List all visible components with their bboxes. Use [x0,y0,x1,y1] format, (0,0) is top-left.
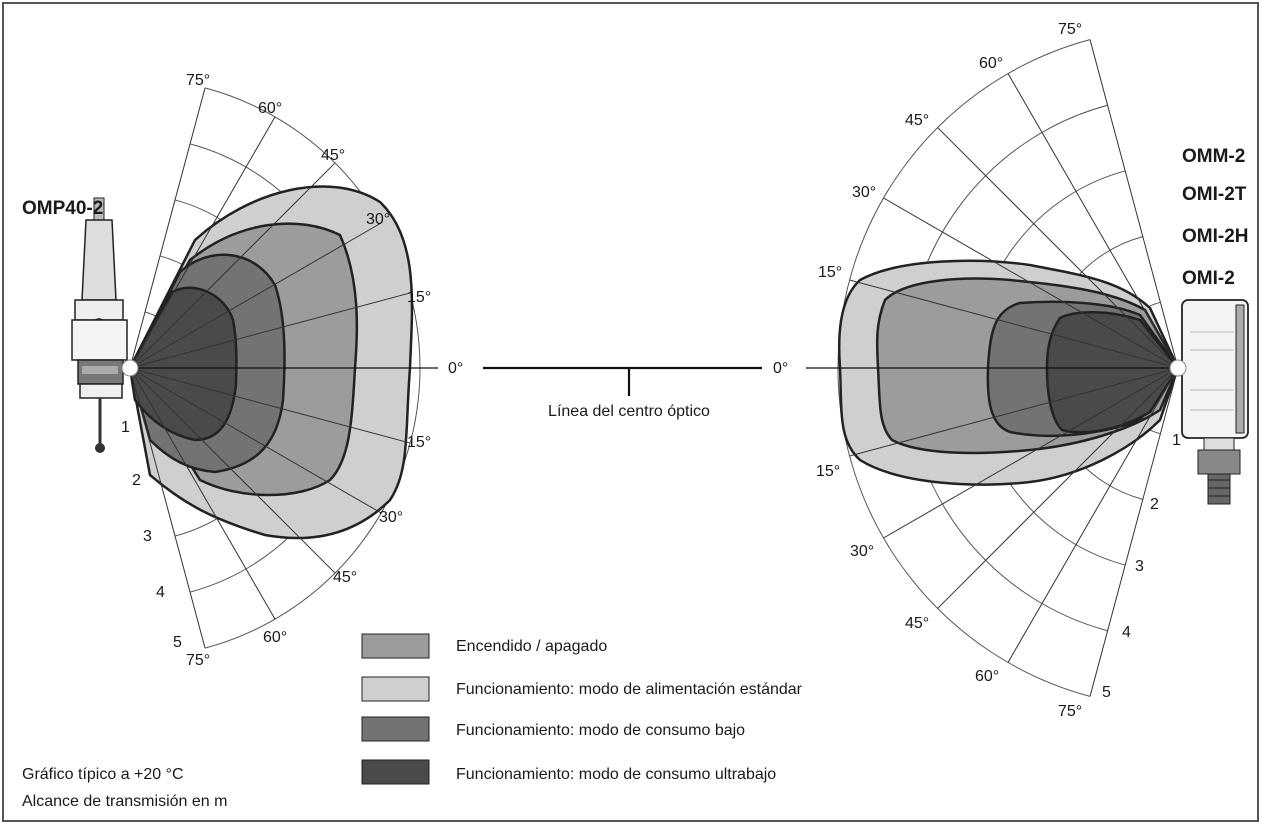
right-angle-upper-30: 30° [852,184,876,201]
left-angle-lower-60: 60° [263,629,287,646]
omp40-2-probe-image [71,197,139,453]
grid-spoke [129,367,276,620]
right-angle-upper-15: 15° [818,264,842,281]
left-range-4: 4 [156,584,165,601]
transmitter-name: OMP40-2 [22,198,103,219]
left-angle-upper-45: 45° [321,147,345,164]
right-angle-lower-15: 15° [816,463,840,480]
grid-spoke [129,87,206,369]
note-range-unit: Alcance de transmisión en m [22,793,227,810]
grid-spoke [129,116,276,369]
receiver-name: OMM-2 [1182,146,1245,167]
right-angle-lower-30: 30° [850,543,874,560]
note-typical-plot: Gráfico típico a +20 °C [22,766,184,783]
right-angle-lower-60: 60° [975,668,999,685]
left-angle-lower-75: 75° [186,652,210,669]
left-range-5: 5 [173,634,182,651]
optical-centre-label: Línea del centro óptico [548,403,710,420]
right-range-4: 4 [1122,624,1131,641]
grid-spoke [129,162,336,369]
right-zero-angle: 0° [773,360,788,377]
grid-spoke [129,367,336,574]
grid-spoke [129,222,382,369]
grid-spoke [1089,39,1179,369]
grid-spoke [129,292,411,369]
grid-spoke [937,127,1179,369]
right-angle-upper-75: 75° [1058,21,1082,38]
legend-label-ultra-low: Funcionamiento: modo de consumo ultrabaj… [456,766,776,783]
right-angle-upper-60: 60° [979,55,1003,72]
right-angle-lower-75: 75° [1058,703,1082,720]
receiver-name: OMI-2 [1182,268,1235,289]
grid-spoke [1089,367,1179,697]
right-range-5: 5 [1102,684,1111,701]
left-range-2: 2 [132,472,141,489]
right-angle-spokes [849,39,1179,697]
grid-spoke [129,367,382,514]
grid-spoke [129,367,411,444]
legend-swatch-on-off [361,633,430,659]
left-angle-upper-75: 75° [186,72,210,89]
grid-spoke [883,197,1179,369]
receiver-name: OMI-2T [1182,184,1247,205]
legend-swatch-ultra-low [361,759,430,785]
left-angle-lower-45: 45° [333,569,357,586]
legend-label-on-off: Encendido / apagado [456,638,607,655]
receiver-name: OMI-2H [1182,226,1249,247]
left-range-3: 3 [143,528,152,545]
grid-spoke [849,367,1179,457]
left-angle-lower-30: 30° [379,509,403,526]
legend: Encendido / apagado Funcionamiento: modo… [361,633,803,785]
receiver-image [1169,299,1249,505]
legend-swatch-standard [361,676,430,702]
left-envelopes [128,185,414,540]
right-range-3: 3 [1135,558,1144,575]
grid-spoke [849,279,1179,369]
right-range-2: 2 [1150,496,1159,513]
right-range-1: 1 [1172,432,1181,449]
right-angle-lower-45: 45° [905,615,929,632]
grid-spoke [1007,367,1179,663]
left-angle-upper-30: 30° [366,211,390,228]
left-range-1: 1 [121,419,130,436]
grid-spoke [129,367,206,649]
legend-label-standard: Funcionamiento: modo de alimentación est… [456,681,803,698]
left-angle-upper-60: 60° [258,100,282,117]
grid-spoke [883,367,1179,539]
left-angle-spokes [129,87,411,649]
grid-spoke [1007,73,1179,369]
grid-spoke [937,367,1179,609]
legend-label-low: Funcionamiento: modo de consumo bajo [456,722,745,739]
left-envelope-ultra-low [128,286,238,442]
left-angle-upper-15: 15° [407,289,431,306]
left-zero-angle: 0° [448,360,463,377]
legend-swatch-low [361,716,430,742]
right-angle-upper-45: 45° [905,112,929,129]
left-angle-lower-15: 15° [407,434,431,451]
right-envelopes [837,259,1180,486]
